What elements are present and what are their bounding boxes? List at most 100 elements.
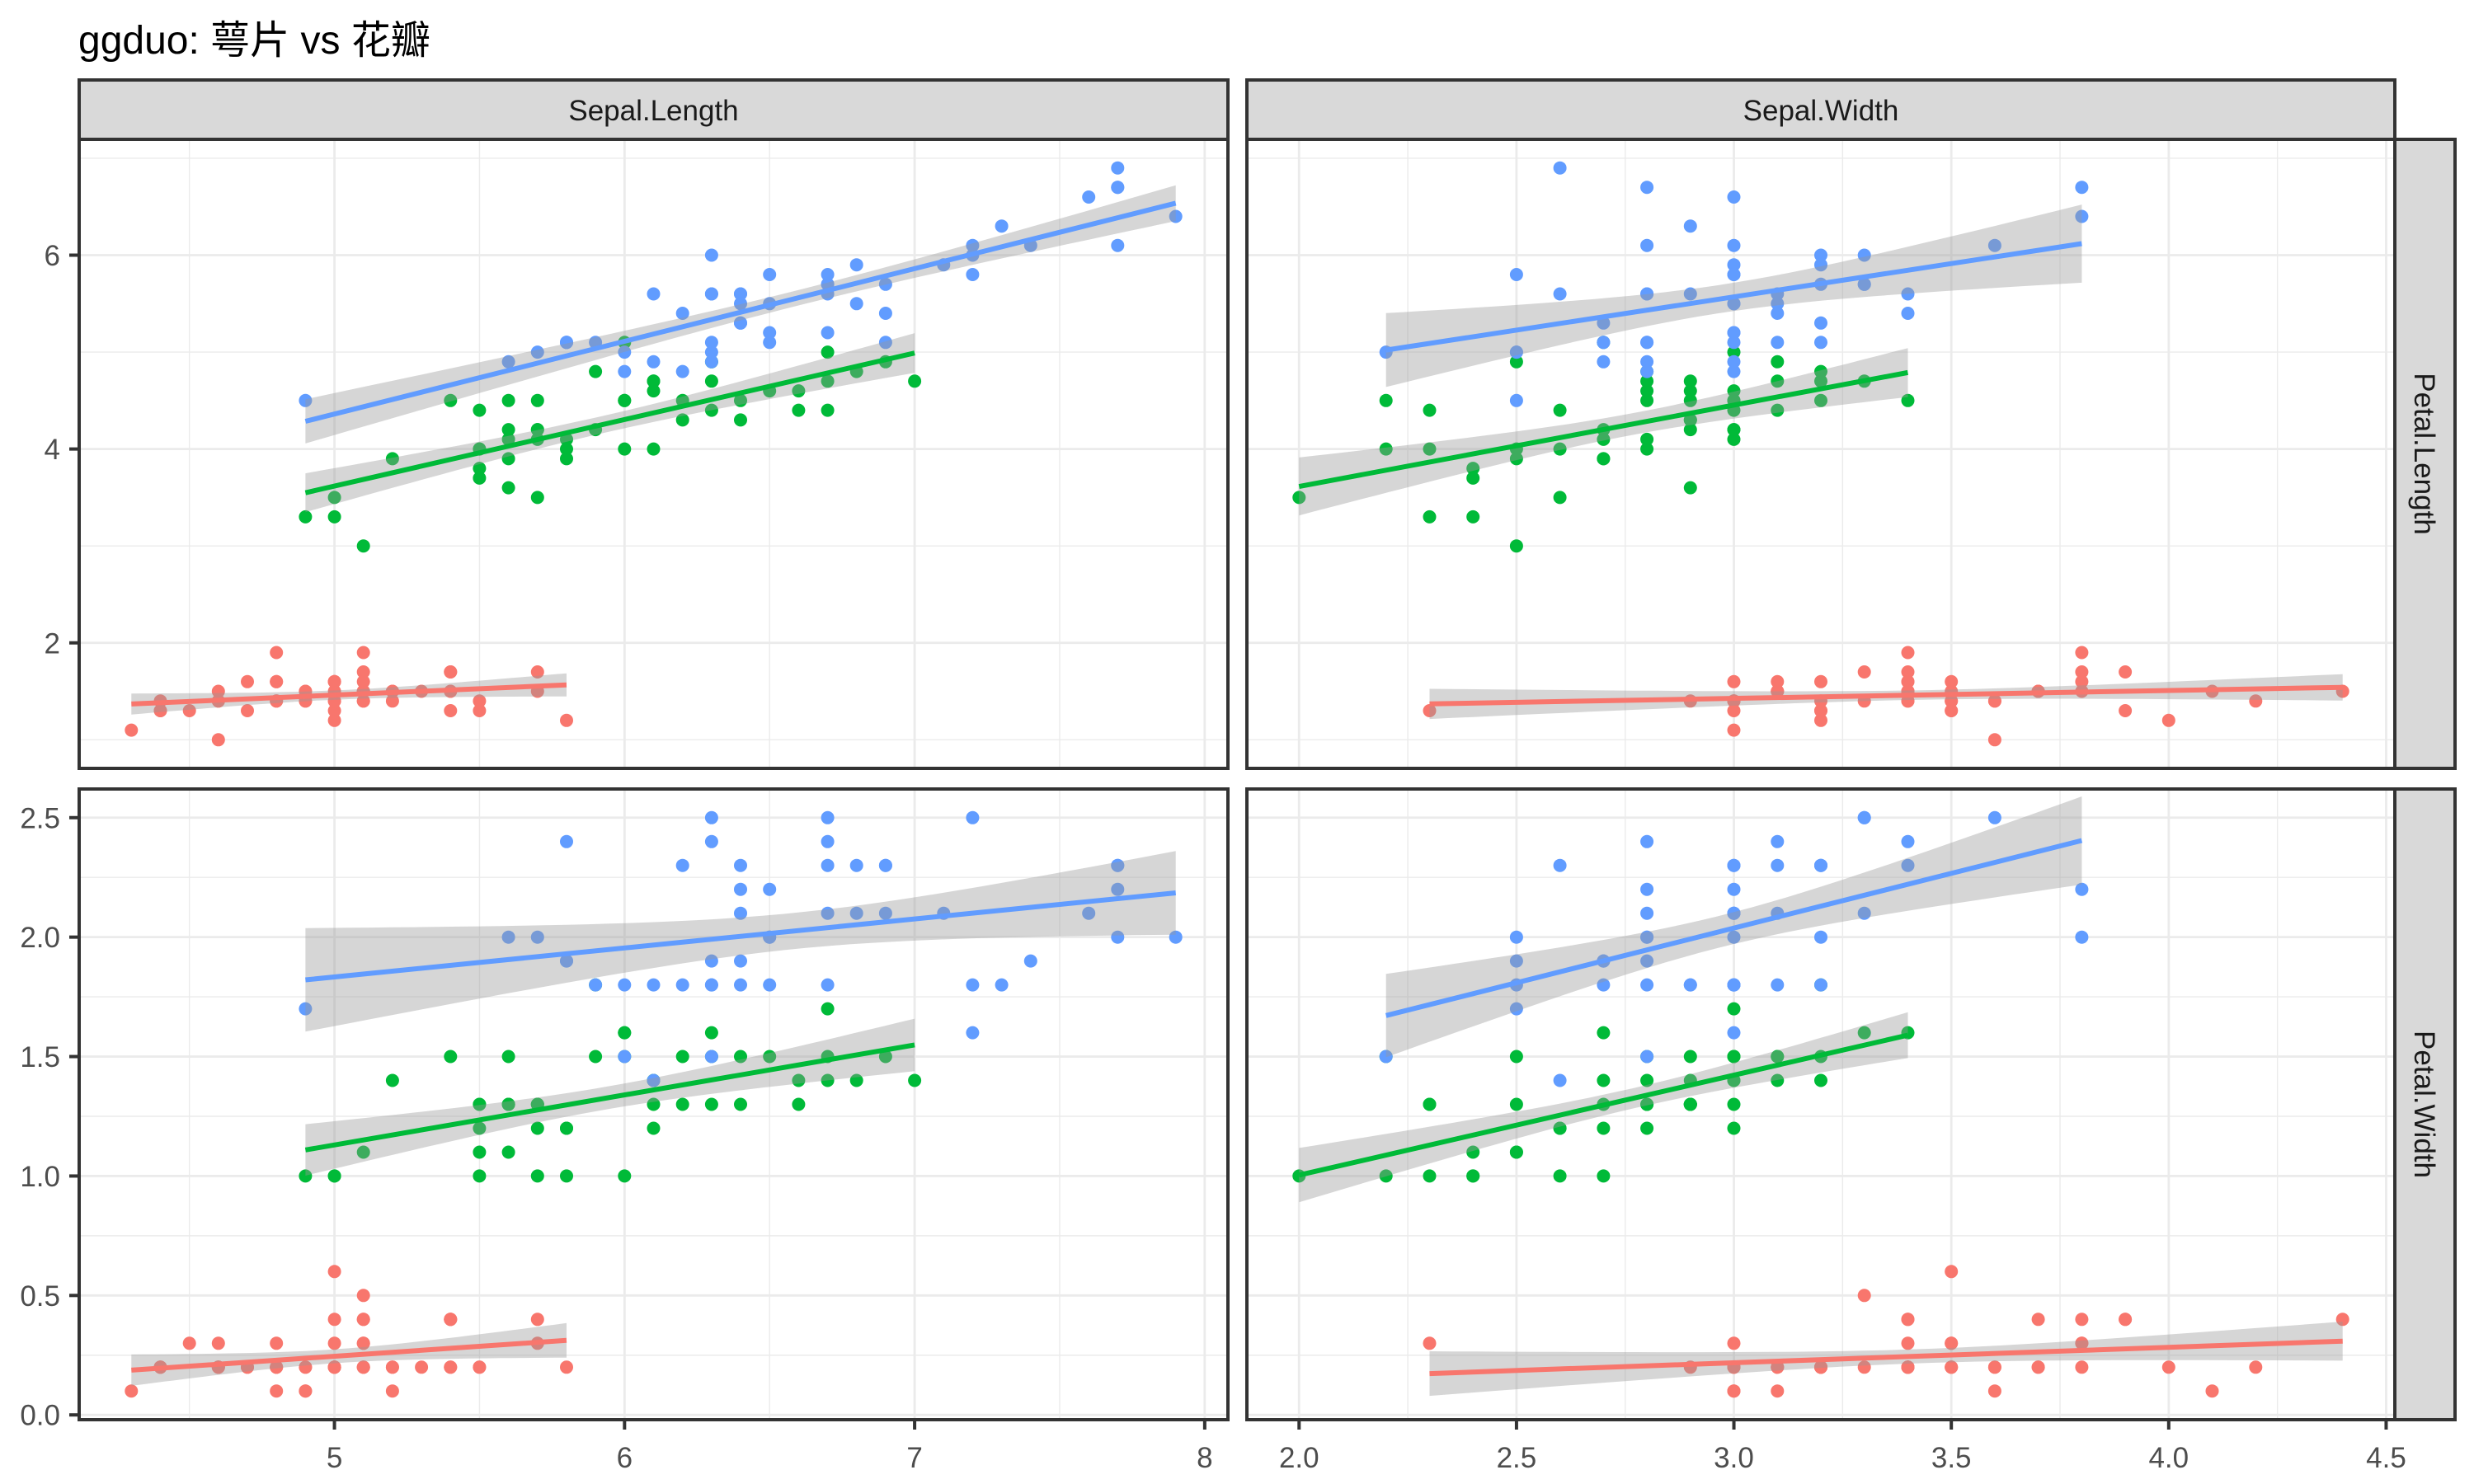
data-point bbox=[1945, 694, 1959, 708]
data-point bbox=[1727, 1050, 1741, 1064]
data-point bbox=[1466, 471, 1480, 485]
regression-line bbox=[131, 1337, 567, 1373]
data-point bbox=[1727, 723, 1741, 737]
data-point bbox=[1640, 442, 1654, 456]
data-point bbox=[1423, 510, 1437, 524]
data-point bbox=[1814, 258, 1827, 272]
data-point bbox=[966, 810, 980, 824]
data-point bbox=[647, 442, 661, 456]
strip-background bbox=[2393, 138, 2457, 770]
data-point bbox=[1466, 1169, 1480, 1183]
data-point bbox=[444, 1050, 458, 1064]
data-point bbox=[966, 238, 980, 252]
data-point bbox=[1771, 403, 1785, 417]
data-point bbox=[1727, 345, 1741, 359]
data-point bbox=[675, 858, 689, 872]
strip-right-petal-length: Petal.Length bbox=[2393, 138, 2457, 770]
data-point bbox=[821, 810, 835, 824]
regression-line bbox=[1429, 1338, 2343, 1377]
data-point bbox=[444, 1313, 458, 1327]
data-point bbox=[821, 906, 835, 920]
data-point bbox=[501, 1145, 515, 1159]
data-point bbox=[589, 978, 603, 992]
data-point bbox=[1727, 384, 1741, 398]
data-point bbox=[356, 539, 370, 553]
data-point bbox=[734, 1050, 747, 1064]
data-point bbox=[1727, 238, 1741, 252]
data-point bbox=[1857, 1026, 1871, 1040]
data-point bbox=[1683, 1097, 1697, 1111]
data-point bbox=[1423, 1169, 1437, 1183]
data-point bbox=[501, 393, 515, 407]
data-point bbox=[734, 297, 747, 311]
data-point bbox=[995, 978, 1009, 992]
data-point bbox=[2075, 674, 2089, 688]
data-point bbox=[1901, 393, 1915, 407]
data-point bbox=[1727, 268, 1741, 281]
data-point bbox=[1553, 858, 1567, 872]
data-point bbox=[849, 1073, 863, 1087]
data-point bbox=[2075, 1336, 2089, 1350]
data-point bbox=[1987, 1384, 2001, 1398]
data-point bbox=[1814, 364, 1827, 378]
data-point bbox=[125, 723, 139, 737]
data-point bbox=[501, 481, 515, 495]
data-point bbox=[1640, 978, 1654, 992]
data-point bbox=[1901, 1360, 1915, 1374]
data-point bbox=[1597, 336, 1611, 350]
regression-line bbox=[1429, 684, 2343, 707]
data-point bbox=[1597, 978, 1611, 992]
data-point bbox=[385, 1384, 399, 1398]
data-point bbox=[647, 355, 661, 369]
data-point bbox=[878, 336, 892, 350]
data-point bbox=[473, 462, 487, 476]
data-point bbox=[385, 694, 399, 708]
data-point bbox=[2249, 1360, 2263, 1374]
data-point bbox=[444, 665, 458, 679]
data-point bbox=[966, 978, 980, 992]
data-point bbox=[1423, 1336, 1437, 1350]
data-point bbox=[821, 834, 835, 848]
data-point bbox=[356, 1145, 370, 1159]
data-point bbox=[1987, 694, 2001, 708]
data-point bbox=[589, 364, 603, 378]
data-point bbox=[1727, 1336, 1741, 1350]
data-point bbox=[299, 1169, 313, 1183]
data-point bbox=[1111, 161, 1125, 175]
data-point bbox=[647, 384, 661, 398]
data-point bbox=[211, 1336, 225, 1350]
data-point bbox=[1727, 1002, 1741, 1016]
data-point bbox=[473, 403, 487, 417]
data-point bbox=[1423, 403, 1437, 417]
data-point bbox=[763, 1050, 777, 1064]
data-point bbox=[1597, 1026, 1611, 1040]
data-point bbox=[1640, 906, 1654, 920]
data-point bbox=[966, 1026, 980, 1040]
data-point bbox=[704, 834, 718, 848]
data-point bbox=[647, 374, 661, 388]
data-point bbox=[1857, 1289, 1871, 1303]
data-point bbox=[1771, 336, 1785, 350]
data-point bbox=[1509, 1145, 1523, 1159]
data-point bbox=[473, 1145, 487, 1159]
data-point bbox=[1727, 1097, 1741, 1111]
data-point bbox=[2119, 704, 2133, 717]
data-point bbox=[704, 954, 718, 968]
data-point bbox=[1814, 374, 1827, 388]
data-point bbox=[1814, 336, 1827, 350]
data-point bbox=[1640, 834, 1654, 848]
data-point bbox=[734, 858, 747, 872]
data-point bbox=[1509, 393, 1523, 407]
y-tick-label: 2.0 bbox=[20, 922, 60, 954]
data-point bbox=[1683, 374, 1697, 388]
panel-border bbox=[78, 787, 1230, 1421]
data-point bbox=[1640, 336, 1654, 350]
data-point bbox=[734, 978, 747, 992]
data-point bbox=[241, 704, 254, 717]
data-point bbox=[560, 954, 573, 968]
data-point bbox=[792, 1097, 806, 1111]
data-point bbox=[821, 326, 835, 340]
data-point bbox=[356, 1289, 370, 1303]
data-point bbox=[1945, 1360, 1959, 1374]
data-point bbox=[618, 364, 632, 378]
